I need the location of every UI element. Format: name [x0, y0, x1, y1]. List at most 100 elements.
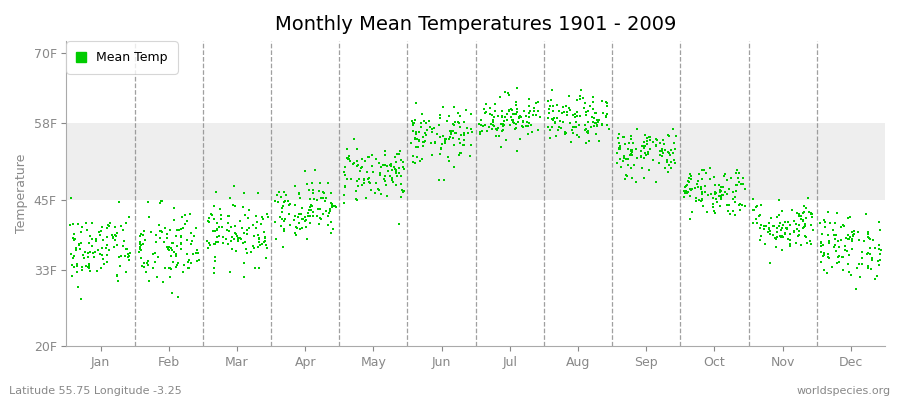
Point [489, 133, 503, 139]
Point [796, 216, 810, 223]
Point [598, 112, 613, 119]
Point [344, 176, 358, 182]
Point [634, 153, 649, 160]
Point [529, 100, 544, 106]
Point [684, 172, 698, 179]
Point [486, 118, 500, 125]
Point [576, 95, 590, 102]
Point [488, 107, 502, 114]
Point [559, 130, 573, 136]
Point [295, 216, 310, 222]
Point [377, 176, 392, 182]
Point [842, 231, 856, 238]
Point [233, 218, 248, 224]
Point [566, 111, 580, 118]
Point [815, 253, 830, 260]
Point [625, 147, 639, 153]
Point [635, 165, 650, 172]
Point [846, 232, 860, 238]
Point [698, 170, 713, 176]
Point [745, 207, 760, 213]
Point [626, 162, 641, 168]
Point [781, 218, 796, 225]
Point [689, 198, 704, 204]
Point [521, 120, 535, 126]
Point [421, 118, 436, 124]
Point [273, 214, 287, 220]
Point [353, 168, 367, 174]
Point [616, 155, 631, 161]
Point [292, 190, 306, 196]
Point [516, 118, 530, 124]
Point [714, 196, 728, 203]
Point [506, 117, 520, 123]
Point [86, 250, 100, 257]
Point [276, 202, 291, 209]
Point [74, 296, 88, 302]
Point [68, 246, 83, 253]
Point [543, 126, 557, 133]
Point [474, 128, 489, 134]
Point [556, 119, 571, 125]
Point [228, 223, 242, 229]
Point [516, 119, 530, 125]
Point [295, 205, 310, 211]
Point [164, 244, 178, 251]
Point [592, 138, 607, 144]
Point [792, 221, 806, 228]
Point [207, 240, 221, 247]
Point [464, 153, 478, 159]
Point [860, 264, 875, 270]
Point [618, 156, 633, 162]
Point [806, 227, 821, 233]
Point [68, 252, 82, 259]
Point [349, 188, 364, 194]
Point [625, 175, 639, 181]
Point [438, 140, 453, 146]
Point [412, 138, 427, 144]
Point [521, 131, 535, 138]
Point [153, 235, 167, 241]
Point [588, 120, 602, 126]
Point [413, 119, 428, 126]
Point [716, 192, 730, 198]
Point [780, 225, 795, 231]
Point [839, 235, 853, 242]
Point [567, 124, 581, 131]
Point [690, 180, 705, 187]
Point [443, 128, 457, 134]
Point [834, 224, 849, 230]
Point [769, 244, 783, 250]
Point [590, 120, 604, 126]
Point [509, 106, 524, 112]
Point [325, 204, 339, 210]
Point [573, 112, 588, 119]
Point [500, 116, 514, 123]
Point [849, 286, 863, 292]
Point [356, 156, 370, 163]
Point [783, 243, 797, 249]
Point [146, 251, 160, 258]
Point [522, 114, 536, 120]
Point [843, 214, 858, 220]
Point [122, 257, 136, 264]
Point [256, 216, 270, 222]
Point [73, 246, 87, 252]
Point [240, 231, 255, 237]
Point [763, 215, 778, 221]
Point [568, 124, 582, 130]
Point [374, 164, 388, 170]
Point [447, 118, 462, 125]
Point [792, 212, 806, 219]
Point [212, 224, 227, 230]
Point [762, 226, 777, 232]
Point [730, 182, 744, 188]
Point [766, 232, 780, 238]
Point [519, 113, 534, 120]
Point [518, 123, 533, 130]
Point [868, 276, 883, 282]
Point [546, 117, 561, 124]
Point [94, 265, 109, 271]
Point [681, 178, 696, 184]
Point [168, 251, 183, 257]
